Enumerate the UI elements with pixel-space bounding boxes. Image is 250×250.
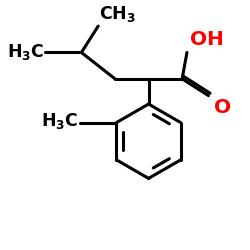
Text: $\mathregular{OH}$: $\mathregular{OH}$ (189, 30, 224, 49)
Text: $\mathregular{O}$: $\mathregular{O}$ (213, 98, 232, 117)
Text: $\mathregular{CH_3}$: $\mathregular{CH_3}$ (100, 4, 136, 24)
Text: $\mathregular{H_3C}$: $\mathregular{H_3C}$ (41, 112, 78, 132)
Text: $\mathregular{H_3C}$: $\mathregular{H_3C}$ (7, 42, 44, 62)
